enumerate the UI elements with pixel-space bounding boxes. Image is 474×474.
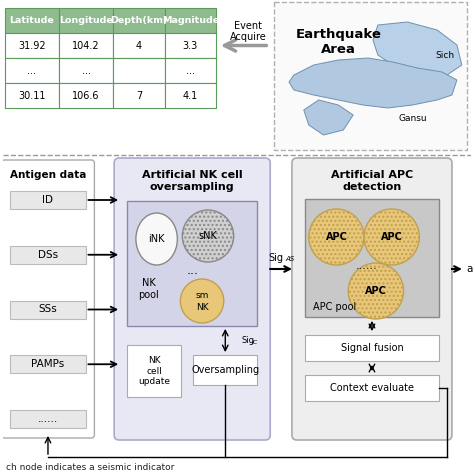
Text: Signal fusion: Signal fusion (341, 343, 403, 353)
Circle shape (348, 263, 403, 319)
Bar (164, 83, 216, 108)
Text: a: a (467, 264, 473, 274)
Text: Antigen data: Antigen data (10, 170, 86, 180)
Text: 7: 7 (136, 91, 142, 100)
Text: Sig: Sig (241, 336, 254, 345)
FancyBboxPatch shape (1, 160, 94, 438)
Text: Gansu: Gansu (398, 113, 427, 122)
Bar (113, 8, 164, 33)
Text: AS: AS (285, 256, 294, 262)
Text: 3.3: 3.3 (182, 40, 198, 51)
Bar (59, 83, 113, 108)
Bar (164, 8, 216, 33)
Text: APC pool: APC pool (313, 302, 356, 312)
Bar (305, 335, 439, 361)
Bar (59, 8, 113, 33)
Bar (113, 83, 164, 108)
Text: NK
pool: NK pool (138, 278, 159, 300)
Bar (193, 355, 257, 385)
FancyBboxPatch shape (114, 158, 270, 440)
Text: IC: IC (252, 340, 258, 345)
Bar (5, 33, 59, 58)
Text: ......: ...... (38, 414, 58, 424)
Bar (127, 201, 257, 326)
Text: NK
cell
update: NK cell update (138, 356, 170, 386)
Bar (164, 33, 216, 58)
Circle shape (180, 279, 224, 323)
Bar (305, 375, 439, 401)
Text: Oversampling: Oversampling (191, 365, 259, 375)
Text: Earthquake
Area: Earthquake Area (295, 28, 381, 56)
Bar (10, 301, 85, 319)
Bar (127, 345, 182, 397)
Circle shape (309, 209, 364, 265)
Text: Event
Acquire: Event Acquire (230, 21, 267, 42)
Bar (10, 191, 85, 209)
Text: ...: ... (82, 65, 91, 75)
Bar (5, 8, 59, 33)
Bar (59, 33, 113, 58)
Text: ch node indicates a seismic indicator: ch node indicates a seismic indicator (7, 464, 175, 473)
Text: Sig: Sig (269, 253, 283, 263)
Bar (10, 410, 85, 428)
Text: 4: 4 (136, 40, 142, 51)
Bar (274, 2, 467, 150)
Bar (10, 246, 85, 264)
Bar (10, 355, 85, 373)
Text: APC: APC (326, 232, 347, 242)
Text: APC: APC (381, 232, 402, 242)
Text: oversampling: oversampling (150, 182, 235, 192)
Bar (113, 33, 164, 58)
Bar (164, 58, 216, 83)
Circle shape (182, 210, 234, 262)
Text: 30.11: 30.11 (18, 91, 46, 100)
Text: 106.6: 106.6 (72, 91, 100, 100)
Bar (5, 58, 59, 83)
Text: ...: ... (186, 264, 198, 277)
Text: Context evaluate: Context evaluate (330, 383, 414, 393)
Polygon shape (304, 100, 353, 135)
Text: ID: ID (43, 195, 54, 205)
Bar (305, 199, 439, 317)
Text: ...: ... (27, 65, 36, 75)
Text: APC: APC (365, 286, 387, 296)
Ellipse shape (136, 213, 177, 265)
Text: SSs: SSs (38, 304, 57, 315)
Text: 4.1: 4.1 (182, 91, 198, 100)
Polygon shape (373, 22, 462, 75)
Text: Longitude: Longitude (59, 16, 113, 25)
FancyBboxPatch shape (292, 158, 452, 440)
Text: PAMPs: PAMPs (31, 359, 64, 369)
Circle shape (364, 209, 419, 265)
Text: Latitude: Latitude (9, 16, 54, 25)
Text: Artificial APC: Artificial APC (331, 170, 413, 180)
Text: detection: detection (342, 182, 401, 192)
Bar (113, 58, 164, 83)
Text: DSs: DSs (38, 250, 58, 260)
Text: NK: NK (196, 302, 209, 311)
Text: ......: ...... (356, 261, 378, 271)
Text: 31.92: 31.92 (18, 40, 46, 51)
Text: Depth(km): Depth(km) (110, 16, 168, 25)
Text: iNK: iNK (148, 234, 165, 244)
Text: Sich: Sich (436, 51, 455, 60)
Text: 104.2: 104.2 (72, 40, 100, 51)
Bar (59, 58, 113, 83)
Bar (5, 83, 59, 108)
Polygon shape (289, 58, 457, 108)
Text: Magnitude: Magnitude (162, 16, 219, 25)
Text: sm: sm (195, 292, 209, 301)
Text: ...: ... (186, 65, 195, 75)
Text: Artificial NK cell: Artificial NK cell (142, 170, 243, 180)
Text: sNK: sNK (199, 231, 218, 241)
